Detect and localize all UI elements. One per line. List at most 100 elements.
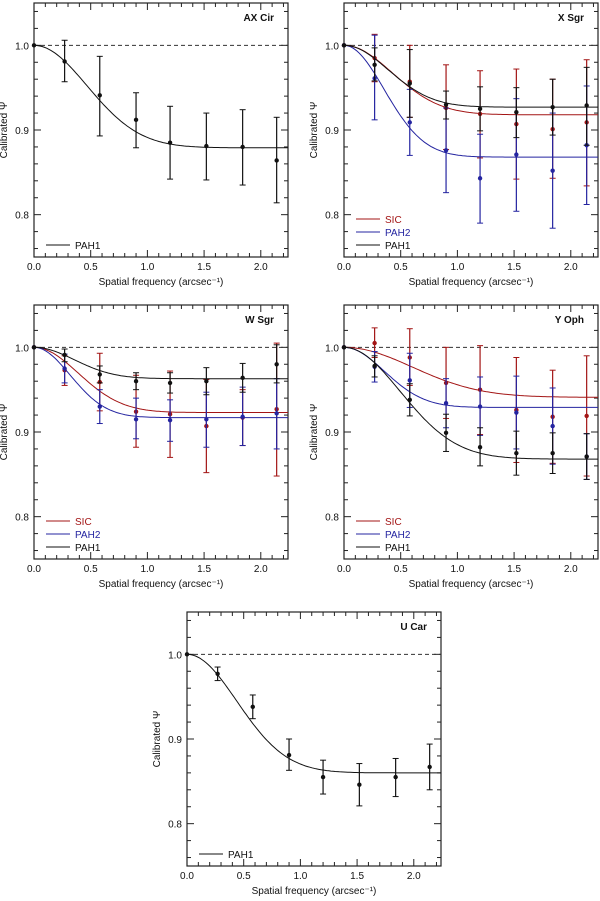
data-point: [240, 144, 245, 150]
data-point: [215, 671, 220, 677]
data-point: [407, 120, 412, 125]
y-tick-label: 0.9: [168, 735, 182, 746]
legend-label: SIC: [75, 517, 92, 528]
y-tick-label: 1.0: [15, 343, 29, 354]
data-point: [477, 176, 483, 181]
data-point: [204, 379, 209, 384]
x-tick-label: 2.0: [564, 262, 578, 273]
x-tick-label: 0.5: [237, 871, 251, 882]
data-point: [477, 404, 483, 409]
panel-u-car: 0.0 0.5 1.0 1.5 2.0 0.8 0.9 1.0 Spatial frequenc…: [152, 611, 442, 897]
x-tick-label: 1.0: [450, 564, 464, 575]
y-tick-label: 0.8: [168, 820, 182, 831]
data-point: [274, 158, 279, 163]
data-point: [341, 43, 347, 48]
legend-label: SIC: [385, 517, 402, 528]
fit-curve: [33, 346, 288, 413]
data-point: [407, 81, 412, 86]
data-point: [250, 704, 255, 710]
x-axis-label: Spatial frequency (arcsec⁻¹): [99, 277, 224, 288]
data-point: [167, 417, 173, 423]
data-point: [584, 413, 589, 419]
series-sic: SIC: [341, 327, 598, 528]
data-point: [514, 152, 519, 157]
panel-ax-cir: 0.0 0.5 1.0 1.5 2.0 0.8 0.9 1.0 Spatial frequenc…: [0, 2, 289, 288]
data-point: [393, 774, 398, 780]
x-tick-label: 1.5: [197, 262, 211, 273]
x-tick-label: 1.0: [140, 564, 154, 575]
legend-label: PAH1: [385, 543, 411, 554]
data-point: [550, 450, 555, 456]
fit-curve: [343, 44, 598, 116]
fit-curve: [186, 653, 441, 774]
x-tick-label: 1.5: [197, 564, 211, 575]
panel-title: X Sgr: [558, 13, 584, 24]
plot-frame: [343, 2, 599, 258]
y-axis-label: Calibrated Ψ: [309, 102, 320, 159]
y-tick-label: 0.8: [325, 211, 339, 222]
y-axis-label: Calibrated Ψ: [309, 404, 320, 461]
data-point: [514, 450, 519, 456]
data-point: [514, 110, 519, 115]
fit-curve: [343, 44, 598, 158]
x-axis-label: Spatial frequency (arcsec⁻¹): [409, 277, 534, 288]
x-tick-label: 2.0: [564, 564, 578, 575]
legend-label: PAH2: [385, 228, 411, 239]
series-pah2: PAH2: [341, 34, 598, 239]
data-point: [443, 401, 449, 406]
data-point: [133, 379, 139, 384]
panel-title: W Sgr: [245, 315, 274, 326]
data-point: [372, 363, 377, 369]
fit-curve: [33, 44, 288, 149]
x-tick-label: 1.5: [507, 262, 521, 273]
fit-curve: [343, 346, 598, 460]
data-point: [550, 423, 555, 429]
data-point: [204, 417, 209, 422]
data-point: [274, 411, 279, 416]
data-point: [372, 62, 377, 68]
plot-frame: [186, 611, 442, 867]
data-point: [550, 104, 555, 110]
panel-y-oph: 0.0 0.5 1.0 1.5 2.0 0.8 0.9 1.0 Spatial frequenc…: [309, 304, 599, 590]
y-tick-label: 1.0: [325, 41, 339, 52]
data-point: [477, 445, 483, 450]
y-axis-label: Calibrated Ψ: [0, 102, 10, 159]
data-point: [204, 143, 209, 149]
x-tick-label: 0.5: [84, 564, 98, 575]
data-point: [240, 375, 245, 381]
x-tick-label: 2.0: [254, 564, 268, 575]
y-tick-label: 0.8: [15, 211, 29, 222]
panel-title: AX Cir: [243, 13, 274, 24]
data-point: [341, 345, 347, 350]
data-point: [62, 352, 67, 358]
legend-label: PAH1: [228, 850, 254, 861]
fit-curve: [343, 346, 598, 398]
y-tick-label: 0.8: [15, 513, 29, 524]
data-point: [443, 102, 449, 107]
y-tick-label: 1.0: [168, 650, 182, 661]
data-point: [477, 106, 483, 112]
data-point: [167, 380, 173, 386]
fit-curve: [33, 346, 288, 419]
x-axis-label: Spatial frequency (arcsec⁻¹): [409, 579, 534, 590]
data-point: [320, 774, 326, 780]
data-point: [443, 148, 449, 153]
y-tick-label: 0.9: [15, 428, 29, 439]
legend-label: PAH1: [75, 241, 101, 252]
data-point: [167, 140, 173, 145]
data-point: [31, 345, 37, 350]
y-tick-label: 0.9: [325, 126, 339, 137]
data-point: [427, 764, 432, 770]
data-point: [184, 652, 190, 657]
series-pah1: PAH1: [341, 345, 598, 554]
data-point: [31, 43, 37, 48]
plot-frame: [33, 304, 289, 560]
data-point: [550, 168, 555, 173]
series-pah2: PAH2: [341, 345, 598, 541]
x-axis-label: Spatial frequency (arcsec⁻¹): [99, 579, 224, 590]
plot-frame: [33, 2, 289, 258]
series-pah1: PAH1: [184, 652, 441, 861]
y-tick-label: 1.0: [15, 41, 29, 52]
data-point: [443, 430, 449, 436]
fit-curve: [33, 346, 288, 380]
